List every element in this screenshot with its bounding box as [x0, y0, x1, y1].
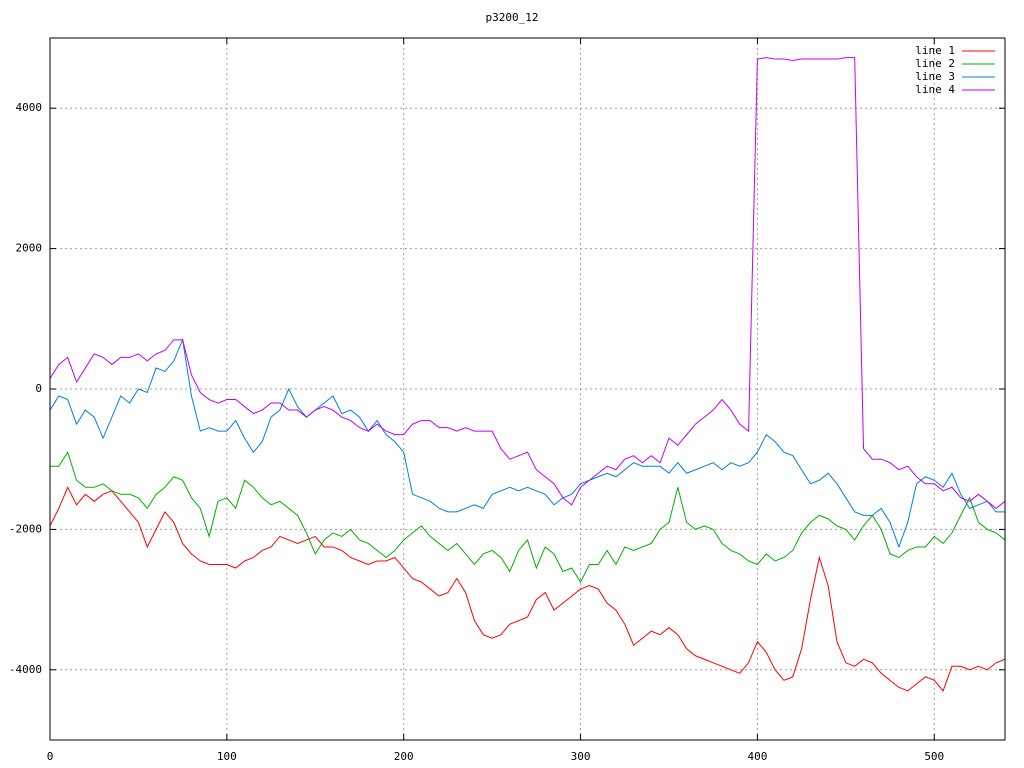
- x-tick-label: 400: [747, 750, 767, 763]
- plot-lines: [49, 57, 1006, 692]
- chart-title: p3200_12: [486, 11, 539, 24]
- x-tick-label: 200: [394, 750, 414, 763]
- x-tick-label: 0: [47, 750, 54, 763]
- series-line: [50, 451, 1006, 584]
- y-tick-label: 0: [35, 382, 42, 395]
- x-tick-label: 300: [571, 750, 591, 763]
- y-tick-label: 4000: [16, 101, 43, 114]
- legend-label: line 2: [915, 57, 955, 70]
- series-line: [49, 486, 1006, 692]
- y-tick-label: 2000: [16, 242, 43, 255]
- y-tick-label: -4000: [9, 663, 42, 676]
- y-tick-label: -2000: [9, 522, 42, 535]
- legend-label: line 4: [915, 83, 955, 96]
- series-line: [49, 338, 1005, 549]
- legend-label: line 1: [915, 44, 955, 57]
- legend-label: line 3: [915, 70, 955, 83]
- x-tick-label: 500: [924, 750, 944, 763]
- series-line: [49, 57, 1006, 509]
- x-tick-label: 100: [217, 750, 237, 763]
- plot-frame: [49, 37, 1006, 741]
